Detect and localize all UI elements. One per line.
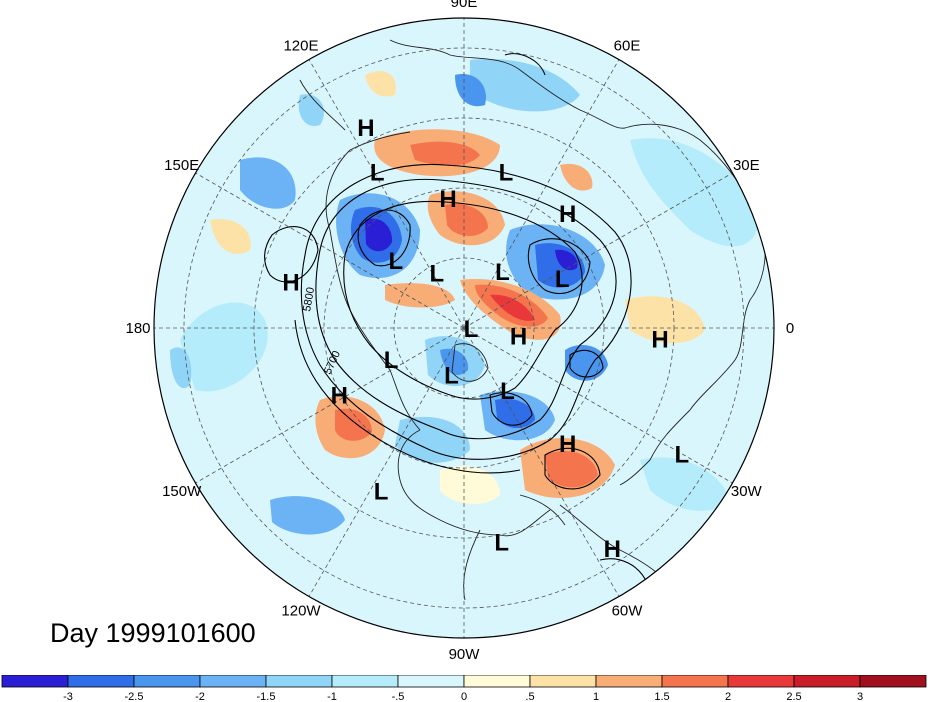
colorbar-swatch <box>133 675 201 688</box>
colorbar-tick-label: 1.5 <box>654 691 669 702</box>
colorbar-swatch <box>265 675 333 688</box>
colorbar-tick-label: 2.5 <box>786 691 801 702</box>
longitude-label: 0 <box>786 320 794 337</box>
colorbar-tick-label: .5 <box>525 691 534 702</box>
longitude-label: 150W <box>162 483 202 500</box>
colorbar: -3 -2.5 -2 -1.5 -1 -.5 0 .5 1 1.5 2 2.5 3 <box>1 675 927 702</box>
colorbar-tick-label: 2 <box>725 691 731 702</box>
colorbar-tick-label: 3 <box>857 691 863 702</box>
colorbar-tick-labels: -3 -2.5 -2 -1.5 -1 -.5 0 .5 1 1.5 2 2.5 3 <box>63 691 863 702</box>
longitude-labels: 90E 60E 30E 0 30W 60W 90W 120W 150W 180 150E 120E <box>125 0 794 663</box>
longitude-label: 90E <box>451 0 478 11</box>
colorbar-tick-label: -2.5 <box>125 691 144 702</box>
colorbar-swatch <box>859 675 927 688</box>
meridian-line <box>308 59 465 329</box>
low-pressure-marker: L <box>555 266 570 293</box>
colorbar-swatch <box>595 675 663 688</box>
low-pressure-marker: L <box>674 442 689 469</box>
map-disk <box>154 18 774 638</box>
low-pressure-marker: L <box>495 259 510 286</box>
longitude-label: 120E <box>283 38 318 55</box>
map-boundary <box>153 17 775 639</box>
low-pressure-marker: L <box>499 160 514 187</box>
meridian-line <box>195 172 465 329</box>
low-pressure-marker: L <box>384 347 399 374</box>
contour-label-5800: 5800 <box>301 286 317 312</box>
colorbar-swatch <box>727 675 795 688</box>
meridian-line <box>463 327 620 597</box>
meridian-line <box>308 327 465 597</box>
low-pressure-marker: L <box>494 530 509 557</box>
colorbar-tick-label: -2 <box>195 691 205 702</box>
meridian-line <box>463 172 733 329</box>
low-pressure-marker: L <box>500 378 515 405</box>
colorbar-swatch <box>199 675 267 688</box>
colorbar-swatch <box>397 675 465 688</box>
longitude-label: 150E <box>164 157 199 174</box>
low-pressure-marker: L <box>374 479 389 506</box>
high-pressure-marker: H <box>559 431 576 458</box>
high-pressure-marker: H <box>357 115 374 142</box>
colorbar-swatch <box>331 675 399 688</box>
colorbar-tick-label: -3 <box>63 691 73 702</box>
meridian-line <box>195 327 465 484</box>
colorbar-swatch <box>463 675 531 688</box>
day-label: Day 1999101600 <box>50 618 256 648</box>
longitude-label: 180 <box>125 320 150 337</box>
high-pressure-marker: H <box>510 324 527 351</box>
high-pressure-marker: H <box>282 270 299 297</box>
colorbar-swatch <box>529 675 597 688</box>
low-pressure-marker: L <box>388 248 403 275</box>
colorbar-tick-label: 1 <box>593 691 599 702</box>
colorbar-tick-label: -.5 <box>392 691 405 702</box>
colorbar-swatch <box>793 675 861 688</box>
low-pressure-marker: L <box>429 260 444 287</box>
low-pressure-marker: L <box>370 159 385 186</box>
longitude-label: 90W <box>449 646 481 663</box>
colorbar-swatch <box>67 675 135 688</box>
colorbar-tick-label: -1.5 <box>257 691 276 702</box>
colorbar-swatches <box>1 675 927 688</box>
colorbar-swatch <box>1 675 69 688</box>
high-pressure-marker: H <box>331 382 348 409</box>
low-pressure-marker: L <box>444 363 459 390</box>
high-pressure-marker: H <box>651 326 668 353</box>
low-pressure-marker: L <box>464 316 479 343</box>
colorbar-tick-label: -1 <box>327 691 337 702</box>
colorbar-swatch <box>661 675 729 688</box>
height-contours <box>264 53 649 586</box>
high-pressure-marker: H <box>559 201 576 228</box>
meridian-line <box>463 59 620 329</box>
longitude-label: 30W <box>731 483 763 500</box>
meridian-line <box>463 327 733 484</box>
colorbar-tick-label: 0 <box>461 691 467 702</box>
longitude-label: 120W <box>281 602 321 619</box>
longitude-label: 60W <box>612 602 644 619</box>
polar-stereographic-map: 5800 5700 90E60E30E030W60W90W120W150W180… <box>125 0 794 663</box>
longitude-label: 60E <box>614 38 641 55</box>
longitude-label: 30E <box>733 157 760 174</box>
high-pressure-marker: H <box>439 186 456 213</box>
high-pressure-marker: H <box>604 536 621 563</box>
